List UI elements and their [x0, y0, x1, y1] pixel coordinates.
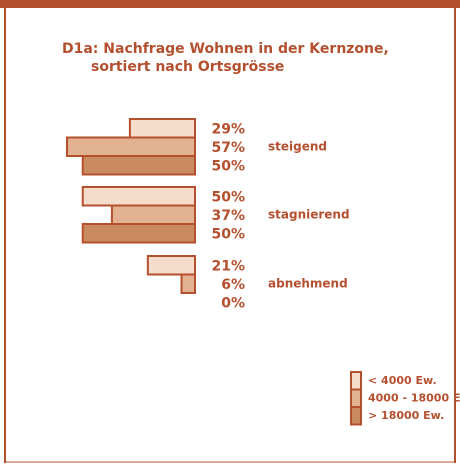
bar [128, 118, 197, 139]
value-label: 50% [211, 158, 245, 174]
top-band [0, 0, 460, 8]
legend-label: > 18000 Ew. [368, 409, 444, 422]
legend-swatch [350, 406, 362, 426]
chart-title: D1a: Nachfrage Wohnen in der Kernzone, [62, 41, 389, 57]
value-label: 50% [211, 189, 245, 205]
bar [146, 255, 196, 276]
bar [180, 273, 197, 294]
category-label: steigend [268, 139, 327, 153]
category-label: abnehmend [268, 276, 348, 290]
value-label: 37% [211, 208, 245, 224]
category-label: stagnierend [268, 207, 350, 221]
value-label: 57% [211, 140, 245, 156]
legend-swatch [350, 371, 362, 391]
value-label: 50% [211, 226, 245, 242]
value-label: 6% [221, 277, 245, 293]
value-label: 0% [221, 295, 245, 311]
chart-title: sortiert nach Ortsgrösse [91, 59, 284, 75]
value-label: 29% [211, 121, 245, 137]
bar [110, 204, 196, 225]
legend-label: 4000 - 18000 Ew. [368, 392, 460, 405]
legend-label: < 4000 Ew. [368, 374, 437, 387]
bar [66, 136, 196, 157]
value-label: 21% [211, 258, 245, 274]
bar [81, 186, 196, 207]
bar [81, 223, 196, 244]
bar [81, 155, 196, 176]
legend-swatch [350, 388, 362, 408]
